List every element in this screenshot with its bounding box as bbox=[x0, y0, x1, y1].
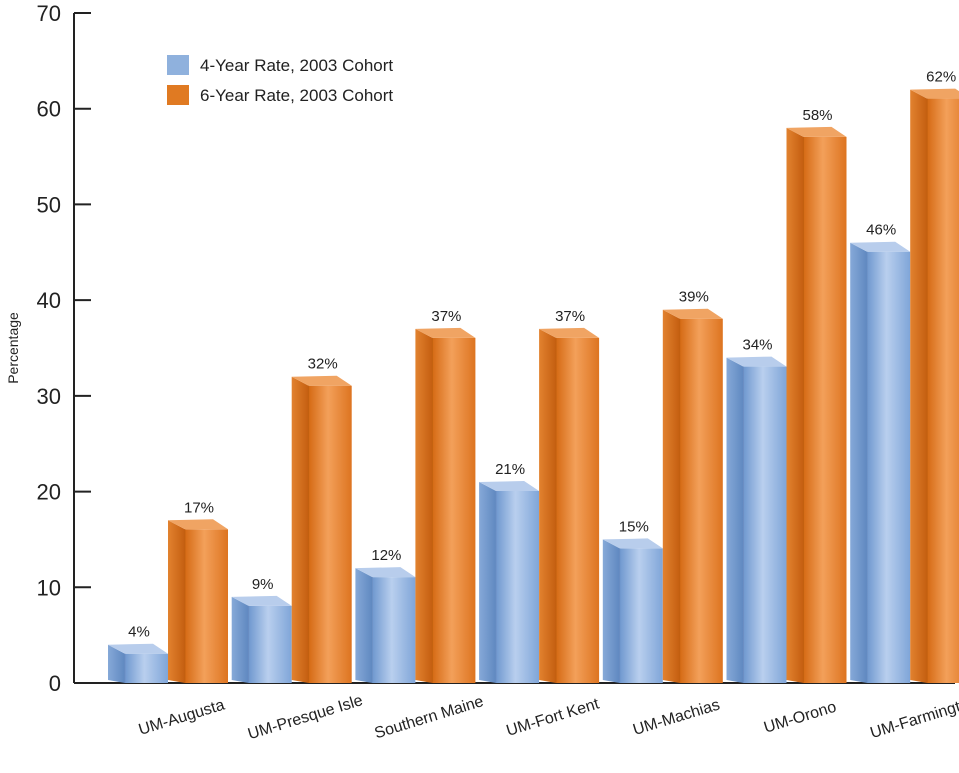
bar-value-label: 21% bbox=[495, 461, 525, 478]
bar-6yr-3 bbox=[539, 327, 600, 683]
bar-4yr-5 bbox=[726, 356, 787, 683]
bar-front-face bbox=[372, 577, 416, 683]
x-category-label: UM-Fort Kent bbox=[504, 695, 601, 739]
x-category-label: UM-Farmington bbox=[868, 693, 959, 742]
bar-top-face bbox=[479, 481, 540, 491]
bar-side-face bbox=[910, 89, 928, 684]
bar-4yr-2 bbox=[355, 567, 416, 683]
bar-side-face bbox=[539, 328, 557, 683]
bar-value-label: 62% bbox=[926, 69, 956, 86]
bar-top-face bbox=[850, 241, 911, 252]
bar-front-face bbox=[308, 385, 352, 683]
bar-6yr-5 bbox=[786, 126, 847, 684]
bar-front-face bbox=[432, 337, 476, 683]
bar-4yr-1 bbox=[231, 595, 292, 683]
x-category-label: Southern Maine bbox=[373, 693, 486, 742]
bar-side-face bbox=[355, 568, 373, 683]
bar-side-face bbox=[850, 242, 868, 683]
bar-side-face bbox=[786, 127, 804, 684]
bar-side-face bbox=[662, 309, 680, 683]
bar-top-face bbox=[602, 538, 663, 549]
x-category-label: UM-Presque Isle bbox=[246, 692, 365, 743]
bar-front-face bbox=[867, 251, 911, 683]
y-tick-label: 40 bbox=[37, 288, 61, 313]
bar-value-label: 32% bbox=[308, 356, 338, 373]
bar-front-face bbox=[927, 98, 959, 684]
bar-front-face bbox=[743, 366, 787, 683]
bar-front-face bbox=[496, 491, 540, 683]
bar-value-label: 39% bbox=[679, 289, 709, 306]
bar-6yr-6 bbox=[910, 88, 959, 684]
bar-top-face bbox=[108, 643, 168, 654]
bar-value-label: 12% bbox=[371, 547, 401, 564]
bar-top-face bbox=[786, 126, 847, 137]
bar-top-face bbox=[910, 88, 959, 99]
bar-top-face bbox=[415, 327, 476, 338]
bar-4yr-3 bbox=[479, 481, 540, 683]
bar-side-face bbox=[415, 328, 433, 683]
x-category-label: UM-Machias bbox=[631, 696, 722, 739]
bar-side-face bbox=[231, 596, 249, 683]
bar-top-face bbox=[168, 519, 228, 530]
legend: 4-Year Rate, 2003 Cohort 6-Year Rate, 200… bbox=[167, 55, 393, 105]
bar-front-face bbox=[248, 605, 292, 683]
bar-value-label: 37% bbox=[555, 308, 585, 325]
bar-side-face bbox=[291, 376, 309, 683]
bar-value-label: 34% bbox=[742, 337, 772, 354]
x-category-label: UM-Orono bbox=[762, 699, 838, 737]
bar-top-face bbox=[355, 567, 416, 578]
x-category-label: UM-Augusta bbox=[137, 697, 227, 739]
bar-4yr-4 bbox=[602, 538, 663, 683]
y-tick-label: 50 bbox=[37, 192, 61, 217]
y-axis-title: Percentage bbox=[5, 312, 21, 384]
bar-front-face bbox=[185, 529, 228, 683]
bar-side-face bbox=[602, 539, 620, 683]
y-tick-label: 0 bbox=[49, 671, 61, 696]
bar-4yr-0 bbox=[108, 643, 168, 683]
bar-value-label: 4% bbox=[128, 624, 150, 641]
bar-6yr-0 bbox=[168, 519, 228, 683]
bar-top-face bbox=[539, 327, 600, 338]
bar-side-face bbox=[168, 520, 185, 683]
y-tick-label: 70 bbox=[37, 1, 61, 26]
bar-top-face bbox=[291, 375, 352, 386]
legend-swatch bbox=[167, 85, 189, 105]
legend-item-1: 6-Year Rate, 2003 Cohort bbox=[167, 85, 393, 105]
bar-front-face bbox=[803, 136, 847, 683]
bar-value-label: 58% bbox=[802, 107, 832, 124]
bar-top-face bbox=[231, 595, 292, 606]
bar-side-face bbox=[726, 357, 744, 683]
bar-side-face bbox=[108, 644, 125, 683]
y-tick-label: 10 bbox=[37, 575, 61, 600]
y-tick-label: 20 bbox=[37, 480, 61, 505]
legend-label: 6-Year Rate, 2003 Cohort bbox=[200, 86, 393, 105]
bar-4yr-6 bbox=[850, 241, 911, 683]
bar-front-face bbox=[556, 337, 600, 683]
y-tick-label: 30 bbox=[37, 384, 61, 409]
legend-item-0: 4-Year Rate, 2003 Cohort bbox=[167, 55, 393, 75]
bar-side-face bbox=[479, 482, 497, 683]
bar-value-label: 17% bbox=[184, 499, 214, 516]
bar-top-face bbox=[726, 356, 787, 367]
bar-value-label: 37% bbox=[431, 308, 461, 325]
bar-front-face bbox=[619, 548, 663, 683]
bar-front-face bbox=[125, 653, 168, 683]
bar-value-label: 9% bbox=[252, 576, 274, 593]
bar-top-face bbox=[662, 308, 723, 319]
bar-6yr-4 bbox=[662, 308, 723, 683]
y-tick-label: 60 bbox=[37, 97, 61, 122]
bar-front-face bbox=[679, 318, 723, 683]
legend-label: 4-Year Rate, 2003 Cohort bbox=[200, 56, 393, 75]
bar-6yr-2 bbox=[415, 327, 476, 683]
bars bbox=[108, 88, 959, 684]
bar-6yr-1 bbox=[291, 375, 352, 683]
legend-swatch bbox=[167, 55, 189, 75]
bar-value-label: 15% bbox=[619, 518, 649, 535]
bar-value-label: 46% bbox=[866, 222, 896, 239]
